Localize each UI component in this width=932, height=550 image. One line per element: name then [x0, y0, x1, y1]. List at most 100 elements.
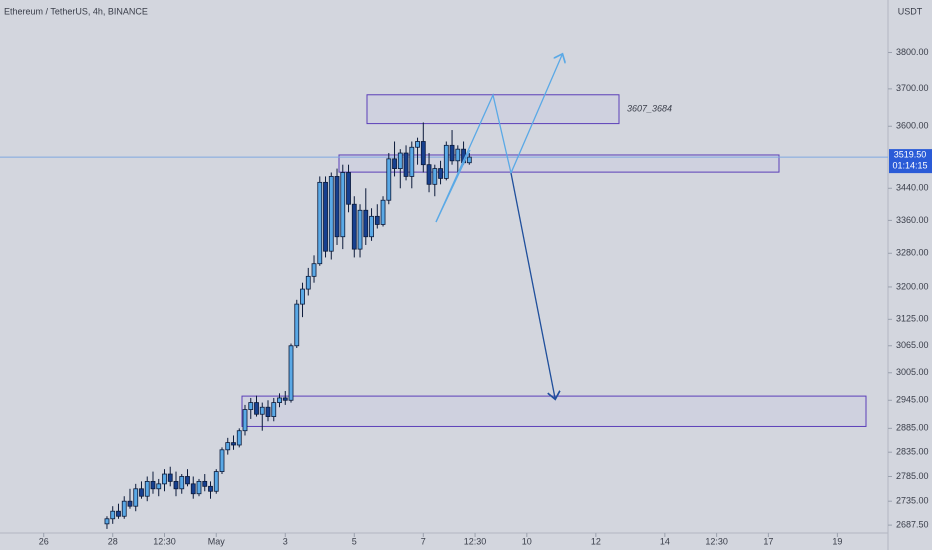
candle-body [438, 168, 443, 179]
zone-annotation: 3607_3684 [627, 103, 672, 113]
countdown-label: 01:14:15 [892, 160, 927, 170]
candle-body [110, 510, 116, 520]
candle-body [133, 488, 139, 507]
candle-body [219, 449, 225, 472]
candle-body [231, 442, 236, 446]
candle-body [323, 181, 328, 252]
candle-body [254, 402, 259, 415]
candle-body [426, 164, 432, 185]
candle-body [156, 483, 162, 490]
y-tick-label: 3800.00 [896, 47, 929, 57]
candle-body [265, 406, 271, 417]
candle-body [409, 146, 415, 177]
candle-body [455, 148, 461, 162]
y-tick-label: 2687.50 [896, 519, 929, 529]
x-tick-label: 10 [522, 536, 532, 546]
y-tick-label: 2735.00 [896, 496, 929, 506]
candle-body [127, 500, 133, 507]
x-tick-label: 14 [660, 536, 670, 546]
y-tick-label: 3700.00 [896, 83, 929, 93]
y-tick-label: 3005.00 [896, 367, 929, 377]
x-tick-label: 12:30 [153, 536, 176, 546]
candle-body [248, 402, 254, 410]
bullish-path-segment [435, 149, 471, 223]
candle-body [104, 518, 110, 525]
bullish-path-arrow [435, 55, 562, 223]
x-tick-label: May [208, 536, 226, 546]
candle-body [403, 152, 409, 177]
last-price-badge [889, 149, 932, 174]
x-tick-label: 26 [39, 536, 49, 546]
y-tick-label: 2835.00 [896, 447, 929, 457]
candle-body [259, 406, 265, 415]
y-tick-label: 2885.00 [896, 423, 929, 433]
candle-body [363, 209, 369, 238]
candle-body [466, 156, 472, 164]
candle-body [415, 141, 420, 148]
candle-body [185, 476, 190, 485]
x-tick-label: 19 [832, 536, 842, 546]
y-tick-label: 3125.00 [896, 314, 929, 324]
y-tick-label: 3440.00 [896, 183, 929, 193]
candle-body [420, 141, 426, 166]
candle-body [392, 158, 397, 169]
candle-body [305, 275, 311, 290]
x-tick-label: 17 [763, 536, 773, 546]
candle-body [139, 488, 144, 497]
candle-body [236, 430, 242, 446]
price-zone [241, 395, 867, 427]
candle-body [397, 152, 403, 169]
candle-body [277, 397, 282, 403]
candle-body [144, 480, 150, 497]
candle-body [351, 203, 357, 250]
x-tick-label: 12:30 [705, 536, 728, 546]
candle-body [288, 345, 294, 401]
x-tick-label: 12 [591, 536, 601, 546]
y-tick-label: 3200.00 [896, 281, 929, 291]
y-tick-label: 2945.00 [896, 395, 929, 405]
candle-body [202, 480, 208, 487]
bearish-path-arrow [510, 172, 555, 398]
x-tick-label: 3 [283, 536, 288, 546]
candle-body [196, 480, 202, 495]
candle-body [173, 480, 179, 490]
x-tick-label: 7 [421, 536, 426, 546]
candle-body [213, 471, 219, 492]
x-tick-label: 12:30 [464, 536, 487, 546]
candle-body [380, 199, 386, 225]
candle-body [334, 176, 340, 238]
candle-body [328, 176, 334, 252]
y-tick-label: 3280.00 [896, 248, 929, 258]
price-zone [338, 154, 780, 173]
candle-body [167, 473, 173, 482]
candle-body [449, 144, 455, 162]
candle-body [340, 172, 346, 238]
candle-body [317, 181, 323, 265]
candle-body [162, 473, 167, 485]
candle-body [300, 288, 305, 305]
candle-body [179, 476, 185, 490]
candle-body [271, 402, 277, 417]
x-tick-label: 28 [108, 536, 118, 546]
candle-body [369, 215, 374, 238]
last-price-label: 3519.50 [894, 149, 927, 159]
candle-body [190, 483, 196, 495]
candle-body [242, 409, 248, 432]
candle-body [116, 510, 121, 517]
x-tick-label: 5 [352, 536, 357, 546]
candle-body [311, 263, 317, 277]
y-tick-label: 3065.00 [896, 340, 929, 350]
candle-body [225, 442, 231, 451]
candle-body [357, 209, 363, 250]
candle-body [121, 500, 127, 517]
candle-body [374, 215, 380, 225]
y-tick-label: 3360.00 [896, 215, 929, 225]
y-tick-label: 2785.00 [896, 471, 929, 481]
candle-body [150, 480, 156, 490]
candle-body [432, 168, 438, 185]
candle-body [282, 397, 288, 401]
candle-body [386, 158, 392, 201]
currency-label: USDT [898, 6, 923, 16]
